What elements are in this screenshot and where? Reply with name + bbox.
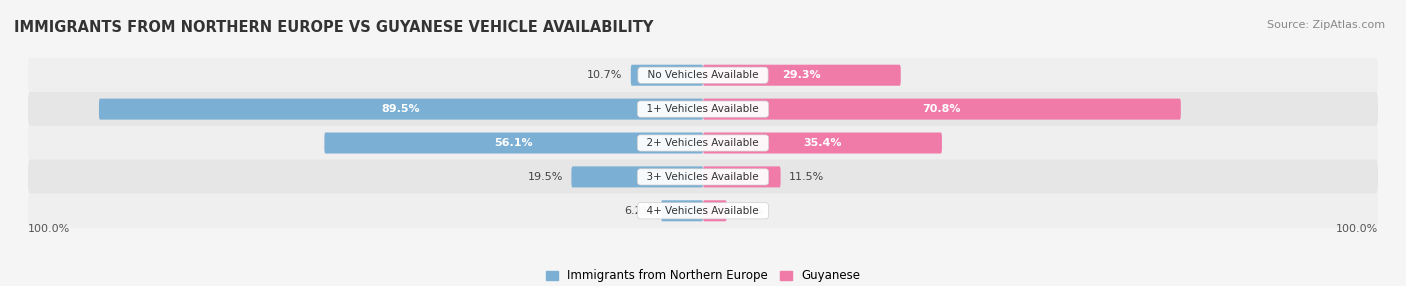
Text: 2+ Vehicles Available: 2+ Vehicles Available bbox=[641, 138, 765, 148]
FancyBboxPatch shape bbox=[325, 132, 703, 154]
Text: 3+ Vehicles Available: 3+ Vehicles Available bbox=[641, 172, 765, 182]
FancyBboxPatch shape bbox=[703, 65, 901, 86]
FancyBboxPatch shape bbox=[703, 132, 942, 154]
FancyBboxPatch shape bbox=[571, 166, 703, 187]
FancyBboxPatch shape bbox=[661, 200, 703, 221]
Legend: Immigrants from Northern Europe, Guyanese: Immigrants from Northern Europe, Guyanes… bbox=[541, 265, 865, 286]
Text: 70.8%: 70.8% bbox=[922, 104, 962, 114]
FancyBboxPatch shape bbox=[28, 58, 1378, 92]
Text: 1+ Vehicles Available: 1+ Vehicles Available bbox=[641, 104, 765, 114]
FancyBboxPatch shape bbox=[703, 200, 727, 221]
FancyBboxPatch shape bbox=[28, 92, 1378, 126]
Text: 56.1%: 56.1% bbox=[495, 138, 533, 148]
Text: 35.4%: 35.4% bbox=[803, 138, 842, 148]
FancyBboxPatch shape bbox=[28, 160, 1378, 194]
Text: 6.2%: 6.2% bbox=[624, 206, 652, 216]
FancyBboxPatch shape bbox=[98, 99, 703, 120]
Text: 19.5%: 19.5% bbox=[527, 172, 564, 182]
Text: 11.5%: 11.5% bbox=[789, 172, 824, 182]
Text: 89.5%: 89.5% bbox=[381, 104, 420, 114]
Text: 3.5%: 3.5% bbox=[735, 206, 763, 216]
Text: 100.0%: 100.0% bbox=[1336, 224, 1378, 234]
FancyBboxPatch shape bbox=[631, 65, 703, 86]
FancyBboxPatch shape bbox=[703, 166, 780, 187]
FancyBboxPatch shape bbox=[703, 99, 1181, 120]
Text: No Vehicles Available: No Vehicles Available bbox=[641, 70, 765, 80]
Text: 29.3%: 29.3% bbox=[783, 70, 821, 80]
FancyBboxPatch shape bbox=[28, 194, 1378, 228]
Text: 4+ Vehicles Available: 4+ Vehicles Available bbox=[641, 206, 765, 216]
Text: 10.7%: 10.7% bbox=[588, 70, 623, 80]
FancyBboxPatch shape bbox=[28, 126, 1378, 160]
Text: IMMIGRANTS FROM NORTHERN EUROPE VS GUYANESE VEHICLE AVAILABILITY: IMMIGRANTS FROM NORTHERN EUROPE VS GUYAN… bbox=[14, 20, 654, 35]
Text: 100.0%: 100.0% bbox=[28, 224, 70, 234]
Text: Source: ZipAtlas.com: Source: ZipAtlas.com bbox=[1267, 20, 1385, 30]
